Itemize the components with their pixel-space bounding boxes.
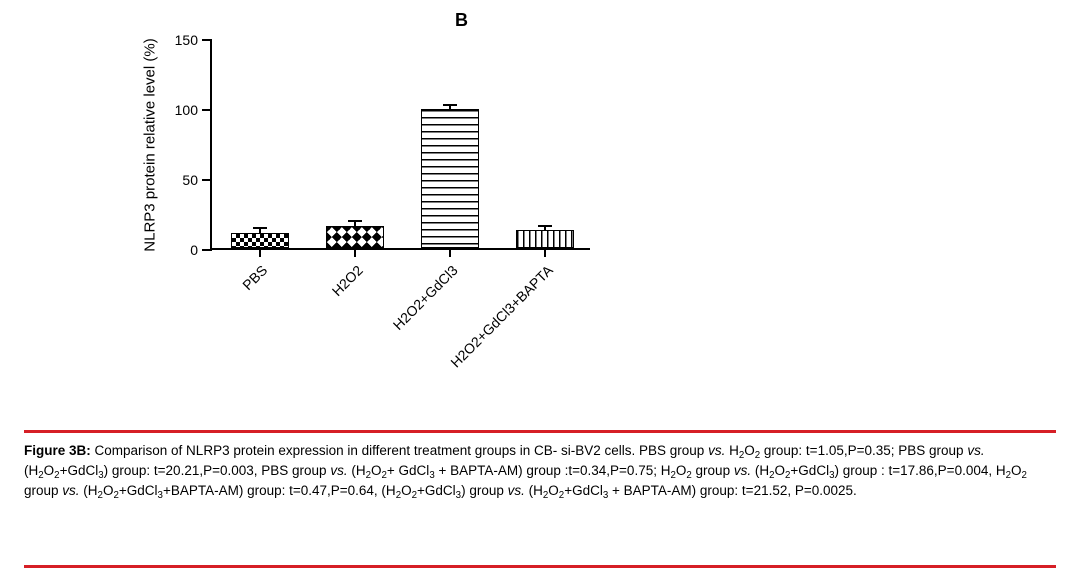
x-tick (544, 248, 546, 257)
bottom-red-divider (24, 565, 1056, 568)
x-tick-label: H2O2 (329, 262, 366, 299)
error-bar-cap (443, 104, 457, 106)
x-tick (259, 248, 261, 257)
y-tick-label: 0 (158, 242, 198, 258)
y-tick-label: 150 (158, 32, 198, 48)
y-axis-label: NLRP3 protein relative level (%) (142, 38, 159, 251)
plot-area: NLRP3 protein relative level (%) 0501001… (210, 40, 590, 250)
error-bar-cap (348, 220, 362, 222)
bar-group (326, 38, 384, 248)
y-tick-label: 100 (158, 102, 198, 118)
x-tick-label: H2O2+GdCl3+BAPTA (447, 262, 556, 371)
x-tick-label: H2O2+GdCl3 (390, 262, 461, 333)
bar (516, 230, 574, 248)
bar (231, 233, 289, 248)
bar-group (231, 38, 289, 248)
top-red-divider (24, 430, 1056, 433)
y-tick (202, 249, 212, 251)
bar (326, 226, 384, 248)
y-tick-label: 50 (158, 172, 198, 188)
error-bar-cap (253, 227, 267, 229)
y-tick (202, 179, 212, 181)
bar-group (421, 38, 479, 248)
x-tick (354, 248, 356, 257)
figure-caption: Figure 3B: Comparison of NLRP3 protein e… (24, 442, 1056, 502)
bar-group (516, 38, 574, 248)
x-tick (449, 248, 451, 257)
x-tick-label: PBS (240, 262, 271, 293)
y-tick (202, 39, 212, 41)
bar-chart-panel: B NLRP3 protein relative level (%) 05010… (120, 10, 680, 390)
panel-label: B (455, 10, 468, 31)
bar (421, 109, 479, 248)
caption-lead: Figure 3B: (24, 443, 91, 458)
error-bar-cap (538, 225, 552, 227)
y-tick (202, 109, 212, 111)
